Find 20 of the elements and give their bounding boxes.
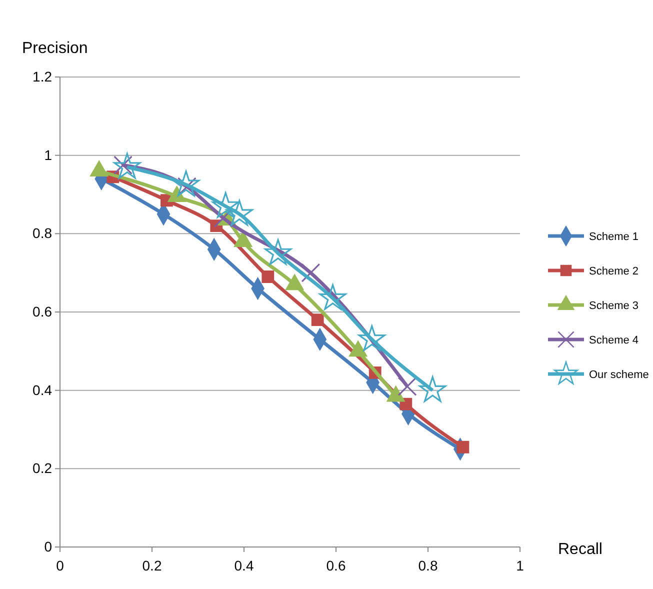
x-tick-label: 0.8 [418, 557, 438, 574]
legend-label: Scheme 3 [589, 300, 639, 312]
y-tick-label: 0.8 [32, 225, 52, 242]
x-tick-label: 0.4 [234, 557, 254, 574]
x-tick-label: 0.6 [326, 557, 346, 574]
y-tick-label: 0.6 [32, 303, 52, 320]
y-axis-title: Precision [22, 40, 88, 57]
x-axis-title: Recall [558, 541, 602, 558]
y-tick-label: 0.2 [32, 460, 52, 476]
x-tick-label: 0 [56, 557, 64, 574]
x-tick-label: 1 [516, 557, 524, 574]
y-tick-label: 1 [44, 146, 52, 163]
legend-label: Scheme 2 [589, 266, 639, 278]
y-tick-label: 0 [44, 538, 52, 554]
y-tick-label: 0.4 [32, 382, 52, 398]
legend-label: Our scheme [589, 369, 649, 381]
y-tick-label: 1.2 [32, 68, 52, 84]
legend-label: Scheme 4 [589, 334, 639, 346]
x-tick-label: 0.2 [142, 557, 162, 574]
legend-label: Scheme 1 [589, 231, 639, 243]
